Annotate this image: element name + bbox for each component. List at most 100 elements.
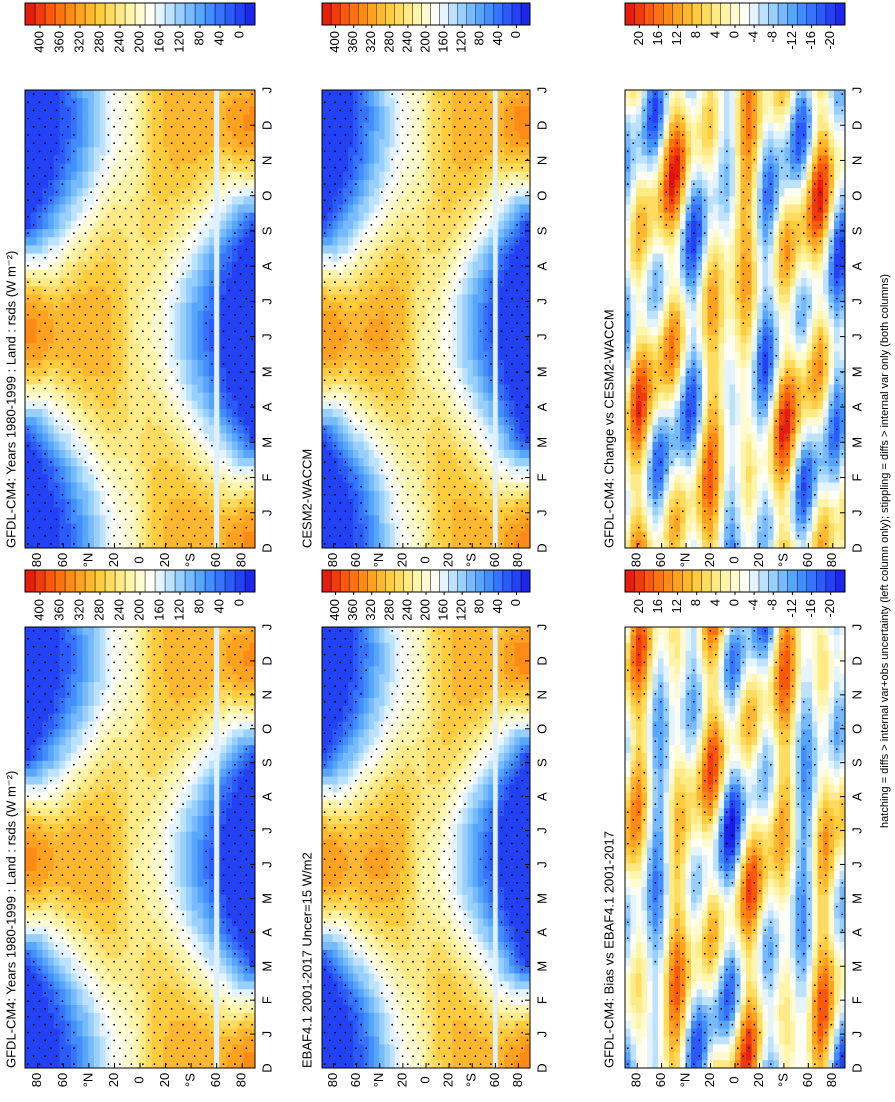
- stipple: [380, 913, 383, 916]
- field-cell: [478, 878, 484, 887]
- field-cell: [327, 1043, 333, 1053]
- field-cell: [151, 910, 158, 919]
- field-cell: [379, 980, 385, 990]
- field-cell: [71, 973, 78, 982]
- field-cell: [342, 831, 349, 840]
- field-cell: [498, 831, 505, 840]
- field-cell: [322, 1020, 328, 1029]
- stipple: [412, 944, 414, 947]
- field-cell: [157, 1028, 164, 1037]
- stipple: [124, 724, 127, 727]
- field-cell: [151, 862, 158, 872]
- stipple: [50, 1015, 52, 1018]
- field-cell: [472, 854, 479, 864]
- stipple: [199, 716, 202, 719]
- field-cell: [59, 1004, 66, 1013]
- field-cell: [42, 957, 49, 966]
- field-cell: [163, 878, 170, 887]
- field-cell: [36, 957, 43, 966]
- stipple: [113, 976, 115, 979]
- field-cell: [410, 854, 416, 864]
- stipple: [61, 842, 64, 845]
- stipple: [349, 866, 352, 869]
- field-cell: [99, 791, 106, 801]
- field-cell: [180, 862, 187, 872]
- field-cell: [498, 973, 505, 982]
- field-cell: [186, 870, 193, 879]
- stipple: [73, 1031, 75, 1034]
- stipple: [199, 1063, 202, 1065]
- stipple: [165, 811, 167, 813]
- stipple: [422, 1039, 425, 1042]
- stipple: [205, 881, 208, 884]
- field-cell: [174, 721, 181, 730]
- stipple: [130, 669, 133, 672]
- field-cell: [168, 713, 175, 722]
- field-cell: [163, 941, 170, 950]
- stipple: [90, 787, 92, 790]
- field-cell: [197, 658, 204, 667]
- stipple: [510, 905, 513, 908]
- field-cell: [483, 996, 489, 1005]
- field-cell: [457, 957, 463, 966]
- field-cell: [410, 1059, 416, 1068]
- field-cell: [82, 1028, 89, 1037]
- field-cell: [145, 886, 152, 895]
- field-cell: [174, 847, 181, 856]
- field-cell: [94, 768, 101, 777]
- field-cell: [431, 996, 437, 1005]
- stipple: [78, 929, 81, 932]
- field-cell: [498, 910, 505, 919]
- stipple: [401, 881, 404, 884]
- stipple: [119, 700, 121, 703]
- field-cell: [157, 744, 164, 753]
- stipple: [147, 897, 150, 900]
- field-cell: [472, 878, 479, 887]
- field-cell: [88, 634, 95, 643]
- field-cell: [431, 854, 437, 864]
- field-cell: [25, 933, 32, 942]
- stipple: [50, 637, 52, 640]
- stipple: [44, 724, 46, 727]
- stipple: [176, 1015, 179, 1018]
- field-cell: [76, 1051, 83, 1061]
- field-cell: [163, 1051, 170, 1061]
- stipple: [170, 1023, 173, 1026]
- field-cell: [337, 1059, 344, 1068]
- stipple: [222, 669, 225, 672]
- field-cell: [384, 925, 390, 935]
- field-cell: [374, 925, 380, 935]
- field-cell: [504, 917, 510, 927]
- field-cell: [498, 847, 505, 856]
- stipple: [458, 921, 461, 924]
- stipple: [469, 1063, 472, 1065]
- lat-label: 60: [208, 1073, 223, 1087]
- field-cell: [405, 988, 411, 998]
- field-cell: [467, 862, 474, 872]
- field-cell: [237, 634, 244, 643]
- field-cell: [394, 957, 401, 966]
- stipple: [490, 1031, 492, 1034]
- field-cell: [457, 1051, 463, 1061]
- stipple: [211, 732, 213, 735]
- field-cell: [186, 1020, 193, 1029]
- field-cell: [203, 941, 210, 950]
- field-cell: [441, 1059, 448, 1068]
- stipple: [119, 1047, 121, 1050]
- stipple: [96, 763, 98, 766]
- stipple: [159, 818, 162, 821]
- field-cell: [42, 965, 49, 974]
- field-cell: [436, 878, 442, 887]
- field-cell: [203, 1028, 210, 1037]
- field-cell: [134, 917, 141, 927]
- field-cell: [358, 1012, 364, 1021]
- stipple: [113, 803, 115, 806]
- stipple: [107, 889, 110, 892]
- stipple: [228, 708, 231, 711]
- stipple: [67, 1023, 69, 1026]
- field-cell: [232, 752, 239, 761]
- field-cell: [203, 894, 210, 903]
- field-cell: [145, 650, 152, 659]
- stipple: [165, 748, 167, 750]
- stipple: [124, 755, 127, 758]
